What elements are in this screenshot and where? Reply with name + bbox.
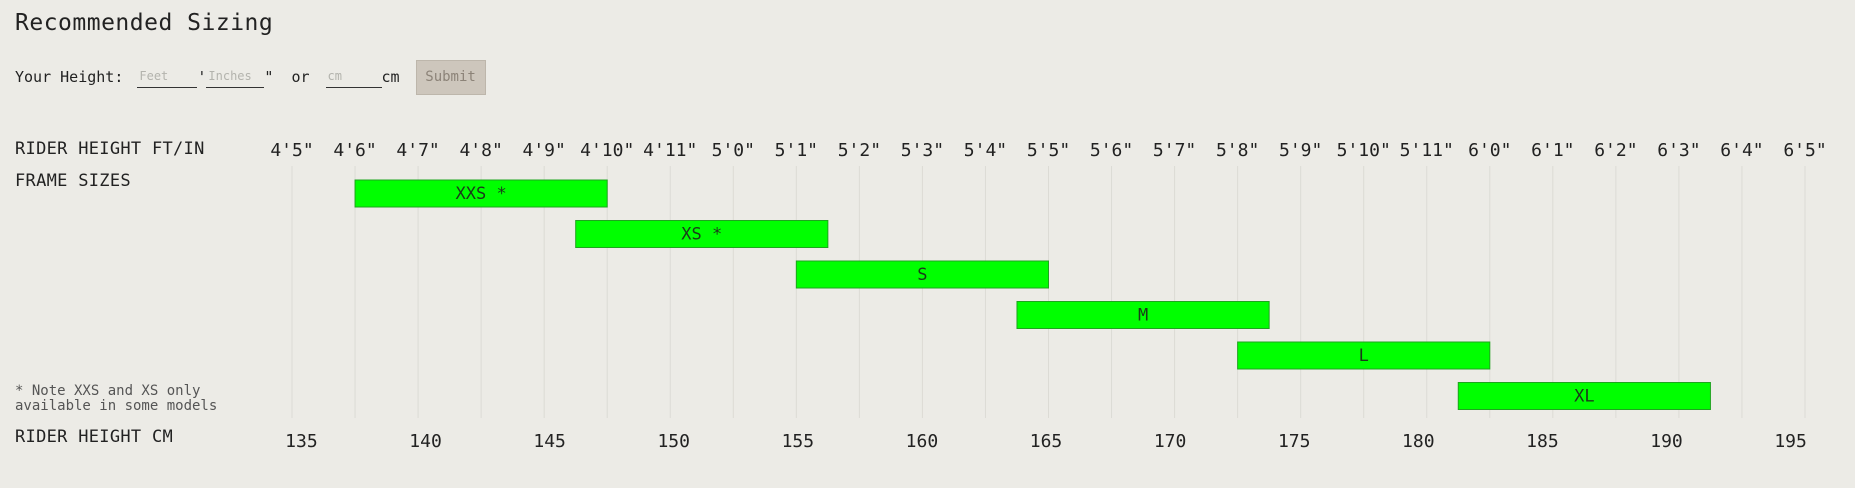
cm-tick-label: 155 [782,431,815,452]
size-bar-label: XS * [681,225,722,245]
size-bar-label: L [1359,346,1369,366]
ftin-tick-label: 5'3" [901,140,944,161]
cm-tick-label: 195 [1774,431,1807,452]
ftin-tick-label: 4'10" [580,140,634,161]
cm-tick-label: 190 [1650,431,1683,452]
ftin-tick-label: 4'5" [270,140,313,161]
rider-height-ftin-label: RIDER HEIGHT FT/IN [15,139,205,159]
ftin-tick-label: 4'8" [459,140,502,161]
ftin-tick-label: 4'7" [396,140,439,161]
ftin-tick-label: 5'0" [712,140,755,161]
cm-tick-label: 140 [409,431,442,452]
feet-input[interactable] [137,66,198,88]
size-bar-label: M [1138,306,1148,326]
feet-mark: ' [197,68,207,86]
note-line-2: available in some models [15,398,218,414]
ftin-tick-label: 5'11" [1400,140,1454,161]
inches-input[interactable] [206,66,265,88]
frame-sizes-label: FRAME SIZES [15,171,131,191]
cm-tick-label: 185 [1526,431,1559,452]
size-bar-2 [575,220,829,248]
cm-tick-label: 170 [1154,431,1187,452]
ftin-tick-label: 5'10" [1337,140,1391,161]
cm-tick-label: 165 [1030,431,1063,452]
cm-tick-label: 135 [285,431,318,452]
ftin-tick-label: 6'5" [1783,140,1826,161]
ftin-tick-label: 6'0" [1468,140,1511,161]
your-height-label: Your Height: [15,68,124,86]
size-bar-6 [1457,382,1711,410]
size-bar-1 [354,179,608,208]
ftin-tick-label: 5'4" [964,140,1007,161]
size-bar-label: S [917,265,927,285]
ftin-tick-label: 5'8" [1216,140,1259,161]
ftin-tick-label: 5'7" [1153,140,1196,161]
ftin-tick-label: 4'11" [643,140,697,161]
ftin-tick-label: 5'6" [1090,140,1133,161]
ftin-tick-label: 5'1" [775,140,818,161]
ftin-tick-label: 4'9" [522,140,565,161]
cm-tick-label: 175 [1278,431,1311,452]
ftin-tick-label: 5'5" [1027,140,1070,161]
size-bar-4 [1016,301,1270,329]
ftin-tick-label: 5'9" [1279,140,1322,161]
cm-input[interactable] [325,66,382,88]
cm-tick-label: 150 [657,431,690,452]
cm-tick-label: 180 [1402,431,1435,452]
ftin-tick-label: 5'2" [838,140,881,161]
cm-unit-label: cm [381,68,400,86]
rider-height-cm-label: RIDER HEIGHT CM [15,427,174,447]
ftin-tick-label: 6'1" [1531,140,1574,161]
size-bar-label: XL [1574,387,1594,407]
note-line-1: * Note XXS and XS only [15,383,201,399]
submit-button[interactable]: Submit [415,59,486,95]
inches-mark: " [264,68,274,86]
availability-note: * Note XXS and XS only available in some… [15,384,217,414]
page-title: Recommended Sizing [15,10,274,36]
height-form: Your Height: ' " or cm Submit [15,59,486,95]
cm-tick-label: 145 [533,431,566,452]
cm-tick-label: 160 [906,431,939,452]
size-bar-5 [1237,341,1491,370]
ftin-tick-label: 6'4" [1720,140,1763,161]
ftin-tick-label: 6'2" [1594,140,1637,161]
size-bar-label: XXS * [456,184,507,204]
ftin-tick-label: 6'3" [1657,140,1700,161]
or-text: or [291,68,310,86]
size-bar-3 [795,260,1049,289]
ftin-tick-label: 4'6" [333,140,376,161]
